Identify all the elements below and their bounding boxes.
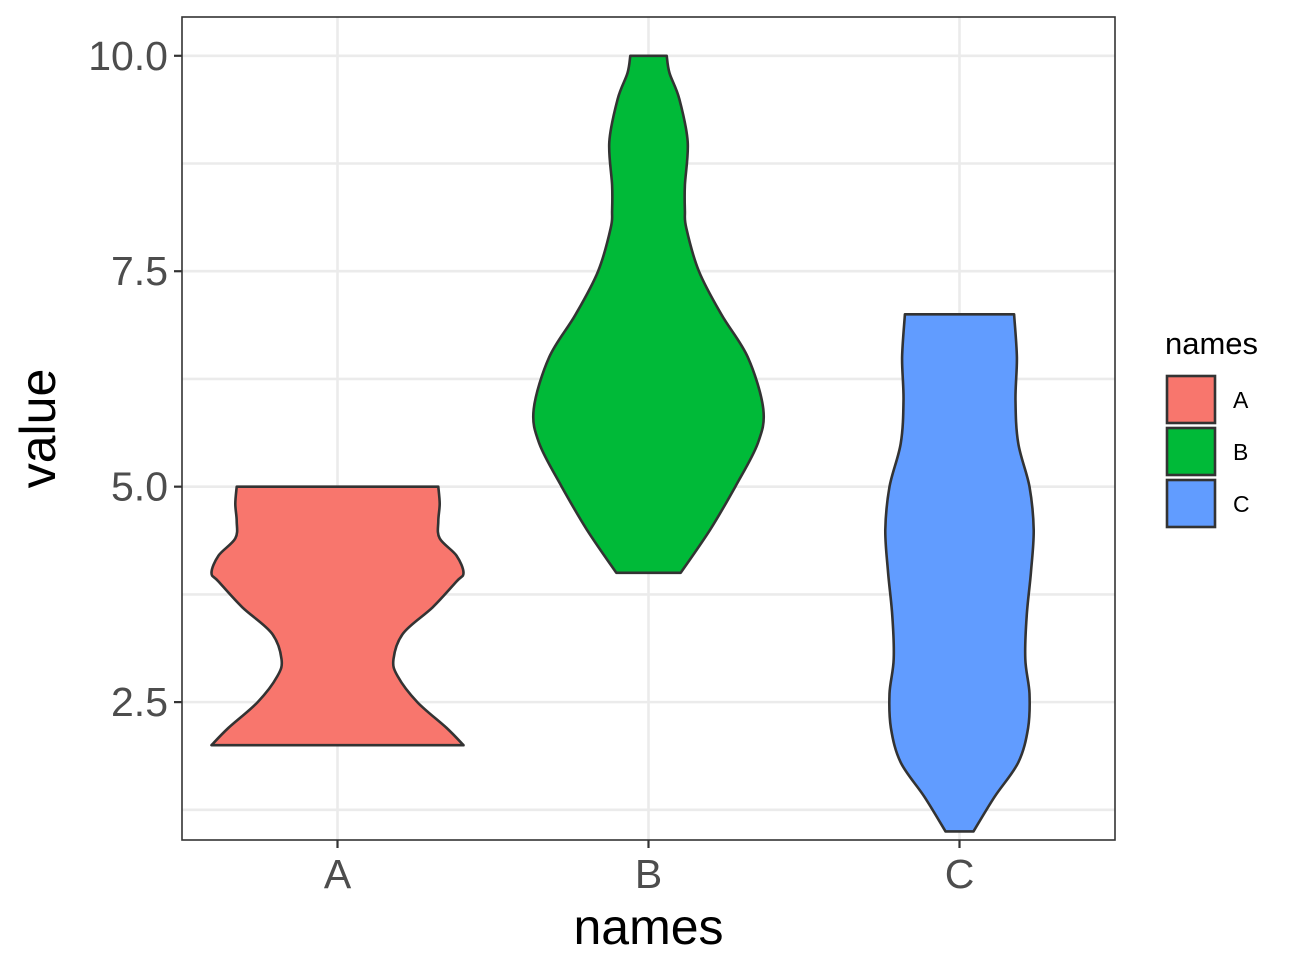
legend-title: names [1165, 326, 1258, 361]
axes: 2.5 5.0 7.5 10.0 A B C [88, 33, 974, 897]
legend-label-A: A [1233, 387, 1249, 413]
legend-key-A [1165, 374, 1217, 425]
x-tick-label: B [635, 851, 662, 897]
legend-label-C: C [1233, 491, 1250, 517]
legend-key-C [1165, 478, 1217, 529]
legend-label-B: B [1233, 439, 1248, 465]
violins [210, 54, 1036, 833]
violin-A [210, 485, 465, 747]
y-tick-label: 2.5 [111, 679, 168, 725]
y-tick-label: 10.0 [88, 33, 168, 79]
violin-B [531, 54, 766, 575]
violin-C [883, 313, 1036, 833]
y-tick-label: 5.0 [111, 464, 168, 510]
legend-key-B [1165, 426, 1217, 477]
y-tick-label: 7.5 [111, 248, 168, 294]
x-tick-label: A [324, 851, 352, 897]
legend: names ABC [1165, 326, 1258, 529]
x-axis-title: names [573, 899, 723, 955]
x-tick-label: C [945, 851, 975, 897]
y-axis-title: value [10, 369, 66, 489]
